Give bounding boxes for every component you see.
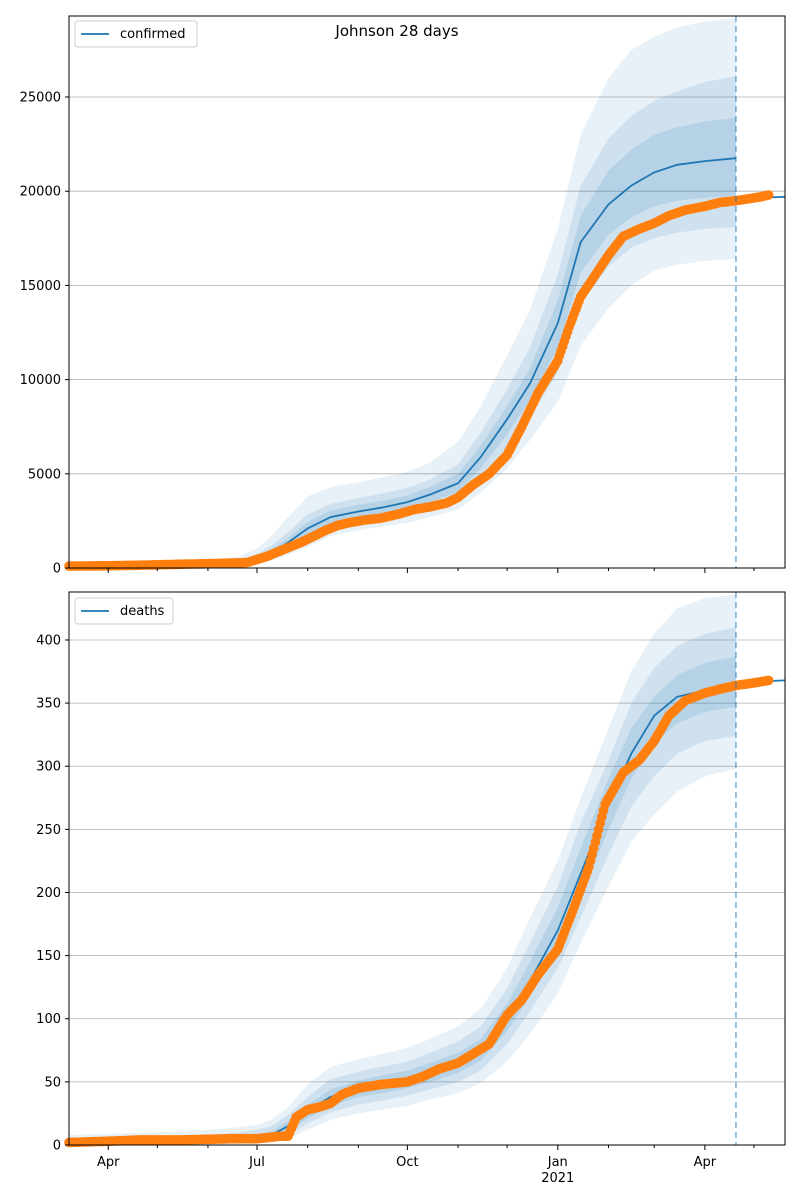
uncertainty-band-mid (69, 76, 736, 567)
legend-label-confirmed: confirmed (120, 27, 186, 42)
data-point (763, 190, 774, 200)
x-tick-label: Apr (97, 1155, 120, 1170)
data-point (763, 675, 774, 686)
y-tick-label: 10000 (20, 373, 61, 388)
y-tick-label: 350 (36, 697, 61, 712)
legend-box (74, 597, 174, 625)
deaths-axes-background (69, 592, 785, 1145)
legend-label-deaths: deaths (120, 604, 165, 619)
legend-box (74, 20, 198, 48)
uncertainty-band-outer (69, 17, 736, 568)
uncertainty-band-inner (69, 656, 736, 1144)
y-tick-label: 0 (53, 562, 61, 577)
x-tick-label: Apr (694, 1155, 717, 1170)
deaths-axes-frame (68, 591, 786, 1146)
y-tick-label: 20000 (20, 185, 61, 200)
confirmed-axes-background (69, 16, 785, 568)
y-tick-label: 0 (53, 1139, 61, 1154)
uncertainty-band-outer (69, 594, 736, 1145)
x-tick-label: Jan (547, 1155, 568, 1170)
uncertainty-band-mid (69, 627, 736, 1145)
confirmed-legend: confirmed (74, 20, 198, 48)
y-tick-label: 400 (36, 633, 61, 648)
y-tick-label: 100 (36, 1012, 61, 1027)
x-tick-label: Jul (248, 1155, 265, 1170)
y-tick-label: 50 (44, 1075, 61, 1090)
x-tick-label: Oct (396, 1155, 418, 1170)
y-tick-label: 300 (36, 760, 61, 775)
y-tick-label: 200 (36, 886, 61, 901)
uncertainty-band-inner (69, 117, 736, 567)
deaths-legend: deaths (74, 597, 174, 625)
y-tick-label: 25000 (20, 91, 61, 106)
y-tick-label: 15000 (20, 279, 61, 294)
confirmed-panel: 0 5000 10000 15000 20000 25000 confirmed John… (20, 15, 786, 577)
confirmed-axes-frame (68, 15, 786, 569)
figure-title: Johnson 28 days (334, 22, 458, 40)
y-tick-label: 150 (36, 949, 61, 964)
y-tick-label: 5000 (28, 467, 61, 482)
deaths-panel: 0 50 100 150 200 250 300 350 400 Apr Jul Oct Jan202… (36, 591, 786, 1186)
y-tick-label: 250 (36, 823, 61, 838)
x-tick-year-label: 2021 (541, 1171, 574, 1186)
